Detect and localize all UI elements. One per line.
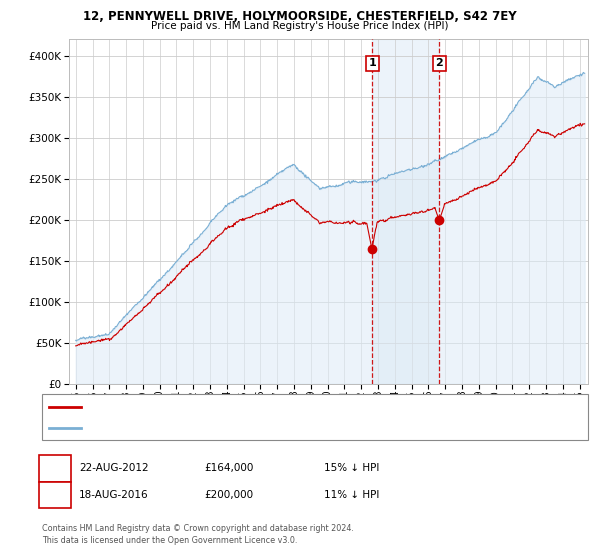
Text: 11% ↓ HPI: 11% ↓ HPI [324,490,379,500]
Text: 2: 2 [51,490,59,500]
Text: 22-AUG-2012: 22-AUG-2012 [79,463,149,473]
Text: 1: 1 [51,463,59,473]
Bar [372,39,439,384]
Text: £200,000: £200,000 [204,490,253,500]
Text: £164,000: £164,000 [204,463,253,473]
Text: Contains HM Land Registry data © Crown copyright and database right 2024.
This d: Contains HM Land Registry data © Crown c… [42,524,354,545]
Text: 2: 2 [436,58,443,68]
Text: 18-AUG-2016: 18-AUG-2016 [79,490,149,500]
Text: 15% ↓ HPI: 15% ↓ HPI [324,463,379,473]
Text: 12, PENNYWELL DRIVE, HOLYMOORSIDE, CHESTERFIELD, S42 7EY: 12, PENNYWELL DRIVE, HOLYMOORSIDE, CHEST… [83,10,517,23]
Text: Price paid vs. HM Land Registry's House Price Index (HPI): Price paid vs. HM Land Registry's House … [151,21,449,31]
Text: 1: 1 [368,58,376,68]
Text: 12, PENNYWELL DRIVE, HOLYMOORSIDE, CHESTERFIELD, S42 7EY (detached house): 12, PENNYWELL DRIVE, HOLYMOORSIDE, CHEST… [86,402,463,411]
Text: HPI: Average price, detached house, North East Derbyshire: HPI: Average price, detached house, Nort… [86,423,353,433]
